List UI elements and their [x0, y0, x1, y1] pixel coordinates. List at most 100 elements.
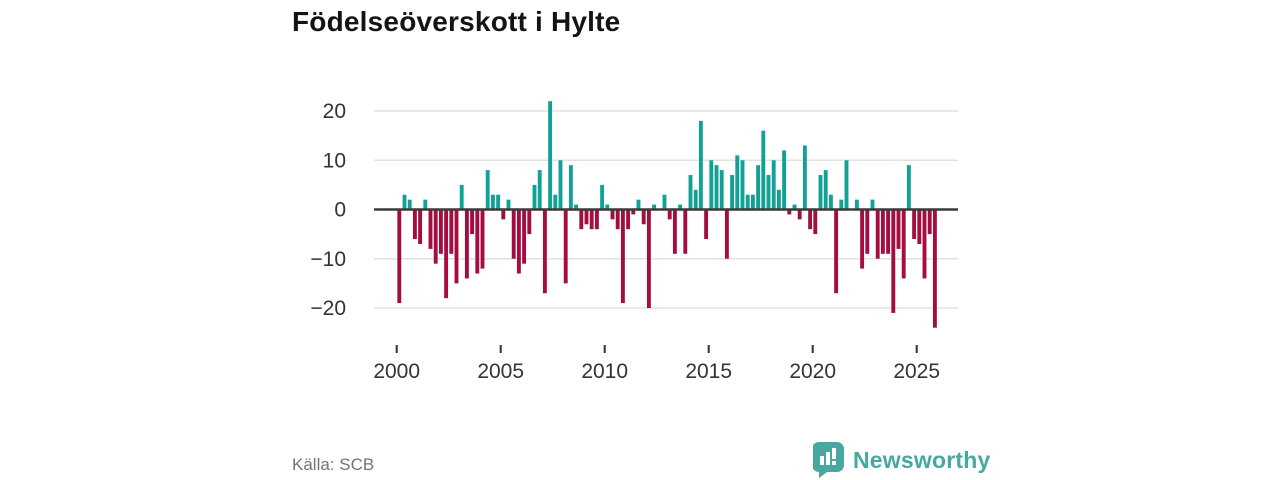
- bar-negative: [834, 209, 839, 294]
- bar-positive: [761, 130, 766, 210]
- bar-positive: [678, 204, 683, 210]
- bar-positive: [802, 145, 807, 210]
- bar-positive: [828, 194, 833, 210]
- bar-positive: [506, 199, 511, 210]
- bar-positive: [870, 199, 875, 210]
- bar-positive: [771, 160, 776, 210]
- bar-positive: [698, 120, 703, 210]
- bar-positive: [600, 184, 605, 210]
- bar-negative: [438, 209, 443, 254]
- bar-negative: [527, 209, 532, 235]
- bar-negative: [584, 209, 589, 225]
- bar-negative: [917, 209, 922, 244]
- bar-negative: [901, 209, 906, 279]
- bar-positive: [407, 199, 412, 210]
- bar-negative: [433, 209, 438, 264]
- newsworthy-logo[interactable]: Newsworthy: [813, 442, 990, 478]
- bar-negative: [620, 209, 625, 304]
- logo-exclamation-bar: [832, 448, 836, 459]
- bar-negative: [626, 209, 631, 230]
- bar-positive: [730, 175, 735, 210]
- y-tick-label: 0: [334, 199, 346, 222]
- y-tick-label: 20: [323, 100, 346, 123]
- bar-negative: [631, 209, 636, 215]
- brand-name: Newsworthy: [853, 446, 991, 473]
- bar-negative: [589, 209, 594, 230]
- bar-negative: [610, 209, 615, 220]
- bar-negative: [813, 209, 818, 235]
- y-tick-label: −10: [310, 248, 346, 271]
- bar-negative: [516, 209, 521, 274]
- bar-negative: [594, 209, 599, 230]
- bar-negative: [886, 209, 891, 254]
- x-tick-label: 2020: [789, 360, 836, 383]
- bar-positive: [792, 204, 797, 210]
- bar-negative: [797, 209, 802, 220]
- bar-negative: [667, 209, 672, 220]
- bar-positive: [735, 155, 740, 210]
- bar-positive: [537, 170, 542, 210]
- bar-positive: [766, 175, 771, 210]
- bar-negative: [464, 209, 469, 279]
- bar-positive: [719, 170, 724, 210]
- bar-positive: [750, 194, 755, 210]
- bar-positive: [532, 184, 537, 210]
- bar-negative: [480, 209, 485, 269]
- bar-negative: [641, 209, 646, 225]
- bar-negative: [542, 209, 547, 294]
- bar-positive: [568, 165, 573, 210]
- bar-positive: [423, 199, 428, 210]
- bar-positive: [490, 194, 495, 210]
- bar-positive: [823, 170, 828, 210]
- bar-positive: [740, 160, 745, 210]
- bar-negative: [672, 209, 677, 254]
- bar-negative: [412, 209, 417, 240]
- bar-negative: [511, 209, 516, 259]
- bar-negative: [475, 209, 480, 274]
- bar-negative: [563, 209, 568, 284]
- chart-title: Födelseöverskott i Hylte: [292, 6, 621, 37]
- bar-positive: [459, 184, 464, 210]
- bar-negative: [880, 209, 885, 254]
- bar-negative: [927, 209, 932, 235]
- y-tick-label: 10: [323, 149, 346, 172]
- bar-negative: [418, 209, 423, 244]
- x-tick-label: 2005: [477, 360, 524, 383]
- bar-negative: [787, 209, 792, 215]
- bar-positive: [548, 101, 553, 210]
- bar-negative: [932, 209, 937, 328]
- logo-bar-1: [820, 456, 824, 465]
- bar-negative: [397, 209, 402, 304]
- bar-negative: [865, 209, 870, 254]
- bar-positive: [745, 194, 750, 210]
- bar-positive: [652, 204, 657, 210]
- bar-positive: [756, 165, 761, 210]
- bar-negative: [860, 209, 865, 269]
- bar-negative: [875, 209, 880, 259]
- bar-negative: [646, 209, 651, 308]
- bar-negative: [683, 209, 688, 254]
- bar-positive: [854, 199, 859, 210]
- bar-negative: [454, 209, 459, 284]
- bar-positive: [688, 175, 693, 210]
- bar-positive: [693, 189, 698, 210]
- bar-negative: [891, 209, 896, 313]
- bar-negative: [704, 209, 709, 240]
- bar-positive: [782, 150, 787, 210]
- bar-negative: [724, 209, 729, 259]
- x-tick-label: 2015: [685, 360, 732, 383]
- bar-positive: [844, 160, 849, 210]
- bar-negative: [912, 209, 917, 240]
- bar-positive: [776, 189, 781, 210]
- bar-positive: [574, 204, 579, 210]
- bar-negative: [579, 209, 584, 230]
- bar-negative: [522, 209, 527, 264]
- bar-positive: [636, 199, 641, 210]
- bar-positive: [558, 160, 563, 210]
- bar-positive: [906, 165, 911, 210]
- logo-bar-2: [826, 452, 830, 465]
- x-tick-label: 2025: [893, 360, 940, 383]
- source-label: Källa: SCB: [292, 455, 375, 474]
